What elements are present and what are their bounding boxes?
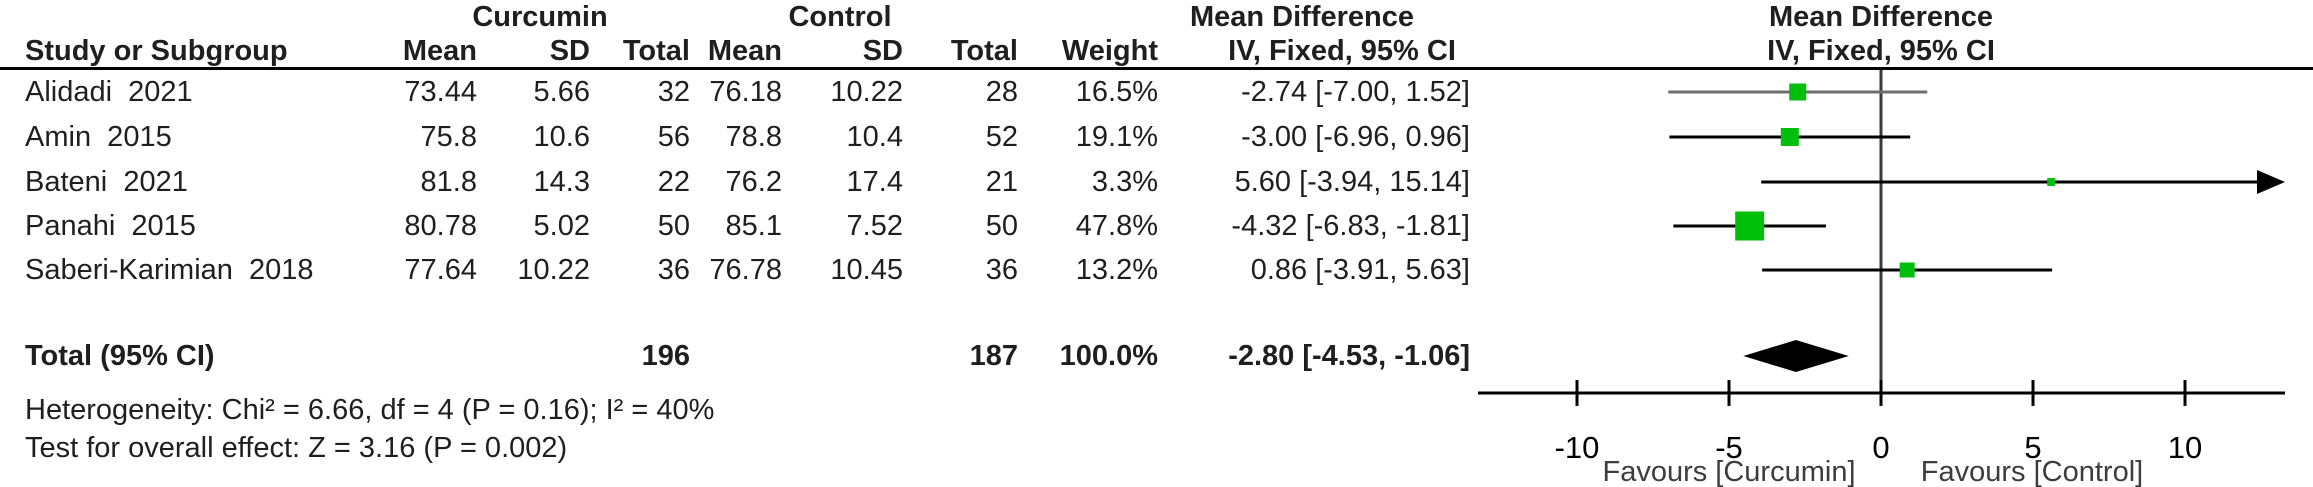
tick-label: 5 (2024, 430, 2041, 465)
exp-total: 56 (657, 121, 690, 153)
exp-mean: 75.8 (420, 121, 477, 153)
ctl-mean: 78.8 (725, 121, 782, 153)
effect-square (2047, 178, 2056, 186)
ctl-total: 50 (985, 210, 1018, 242)
ci-value: 5.60 [-3.94, 15.14] (1234, 166, 1470, 198)
total-label: Total (95% CI) (25, 340, 215, 372)
exp-total: 22 (657, 166, 690, 198)
exp-mean: 73.44 (404, 76, 477, 108)
ctl-mean: 76.18 (709, 76, 782, 108)
exp-total: 36 (657, 254, 690, 286)
study-name: Alidadi 2021 (25, 76, 193, 108)
col-header-iv-plot: IV, Fixed, 95% CI (1767, 35, 1995, 67)
ci-value: -3.00 [-6.96, 0.96] (1241, 121, 1470, 153)
summary-diamond (1743, 340, 1849, 372)
exp-sd: 5.66 (533, 76, 590, 108)
exp-mean: 80.78 (404, 210, 477, 242)
exp-mean: 77.64 (404, 254, 477, 286)
tick-label: -10 (1555, 430, 1600, 465)
effect-square (1735, 211, 1765, 241)
exp-sd: 10.6 (533, 121, 590, 153)
header-divider (0, 67, 2313, 70)
total-ci: -2.80 [-4.53, -1.06] (1228, 340, 1470, 372)
arrow-right-icon (2257, 170, 2285, 194)
exp-sd: 5.02 (533, 210, 590, 242)
effect-square (1780, 128, 1799, 146)
col-header-study: Study or Subgroup (25, 35, 288, 67)
column-group-mean-difference-text: Mean Difference (1189, 1, 1415, 33)
tick-label: -5 (1715, 430, 1743, 465)
favours-left-label: Favours [Curcumin] (1602, 456, 1855, 487)
weight: 47.8% (1075, 210, 1158, 242)
ctl-sd: 10.4 (846, 121, 903, 153)
ci-value: -4.32 [-6.83, -1.81] (1231, 210, 1470, 242)
col-header-weight: Weight (1061, 35, 1158, 67)
effect-square (1899, 262, 1915, 278)
col-header-exp-sd: SD (549, 35, 590, 67)
tick-label: 10 (2168, 430, 2202, 465)
col-header-ctl-total: Total (950, 35, 1018, 67)
column-group-mean-difference-plot: Mean Difference (1768, 1, 1994, 33)
total-exp-total: 196 (641, 340, 690, 372)
ctl-sd: 17.4 (846, 166, 903, 198)
exp-total: 32 (657, 76, 690, 108)
ctl-total: 36 (985, 254, 1018, 286)
study-name: Amin 2015 (25, 121, 172, 153)
ctl-sd: 7.52 (846, 210, 903, 242)
study-name: Saberi-Karimian 2018 (25, 254, 314, 286)
weight: 13.2% (1075, 254, 1158, 286)
overall-effect-note: Test for overall effect: Z = 3.16 (P = 0… (25, 432, 568, 464)
ci-value: -2.74 [-7.00, 1.52] (1241, 76, 1470, 108)
col-header-exp-mean: Mean (402, 35, 477, 67)
favours-right-label: Favours [Control] (1921, 456, 2143, 487)
col-header-ctl-sd: SD (862, 35, 903, 67)
total-weight: 100.0% (1059, 340, 1158, 372)
total-ctl-total: 187 (969, 340, 1018, 372)
weight: 3.3% (1091, 166, 1158, 198)
study-name: Panahi 2015 (25, 210, 196, 242)
ctl-total: 52 (985, 121, 1018, 153)
ctl-mean: 85.1 (725, 210, 782, 242)
weight: 16.5% (1075, 76, 1158, 108)
weight: 19.1% (1075, 121, 1158, 153)
ctl-total: 28 (985, 76, 1018, 108)
heterogeneity-note: Heterogeneity: Chi² = 6.66, df = 4 (P = … (25, 394, 715, 426)
ctl-mean: 76.78 (709, 254, 782, 286)
exp-sd: 14.3 (533, 166, 590, 198)
exp-mean: 81.8 (420, 166, 477, 198)
ctl-sd: 10.22 (830, 76, 903, 108)
ctl-mean: 76.2 (725, 166, 782, 198)
ctl-sd: 10.45 (830, 254, 903, 286)
group-header-control: Control (788, 1, 892, 33)
effect-square (1789, 83, 1807, 101)
ctl-total: 21 (985, 166, 1018, 198)
group-header-curcumin: Curcumin (472, 1, 608, 33)
col-header-ctl-mean: Mean (707, 35, 782, 67)
ci-value: 0.86 [-3.91, 5.63] (1250, 254, 1470, 286)
exp-total: 50 (657, 210, 690, 242)
tick-label: 0 (1872, 430, 1889, 465)
col-header-exp-total: Total (622, 35, 690, 67)
col-header-iv-text: IV, Fixed, 95% CI (1228, 35, 1456, 67)
study-name: Bateni 2021 (25, 166, 188, 198)
exp-sd: 10.22 (517, 254, 590, 286)
